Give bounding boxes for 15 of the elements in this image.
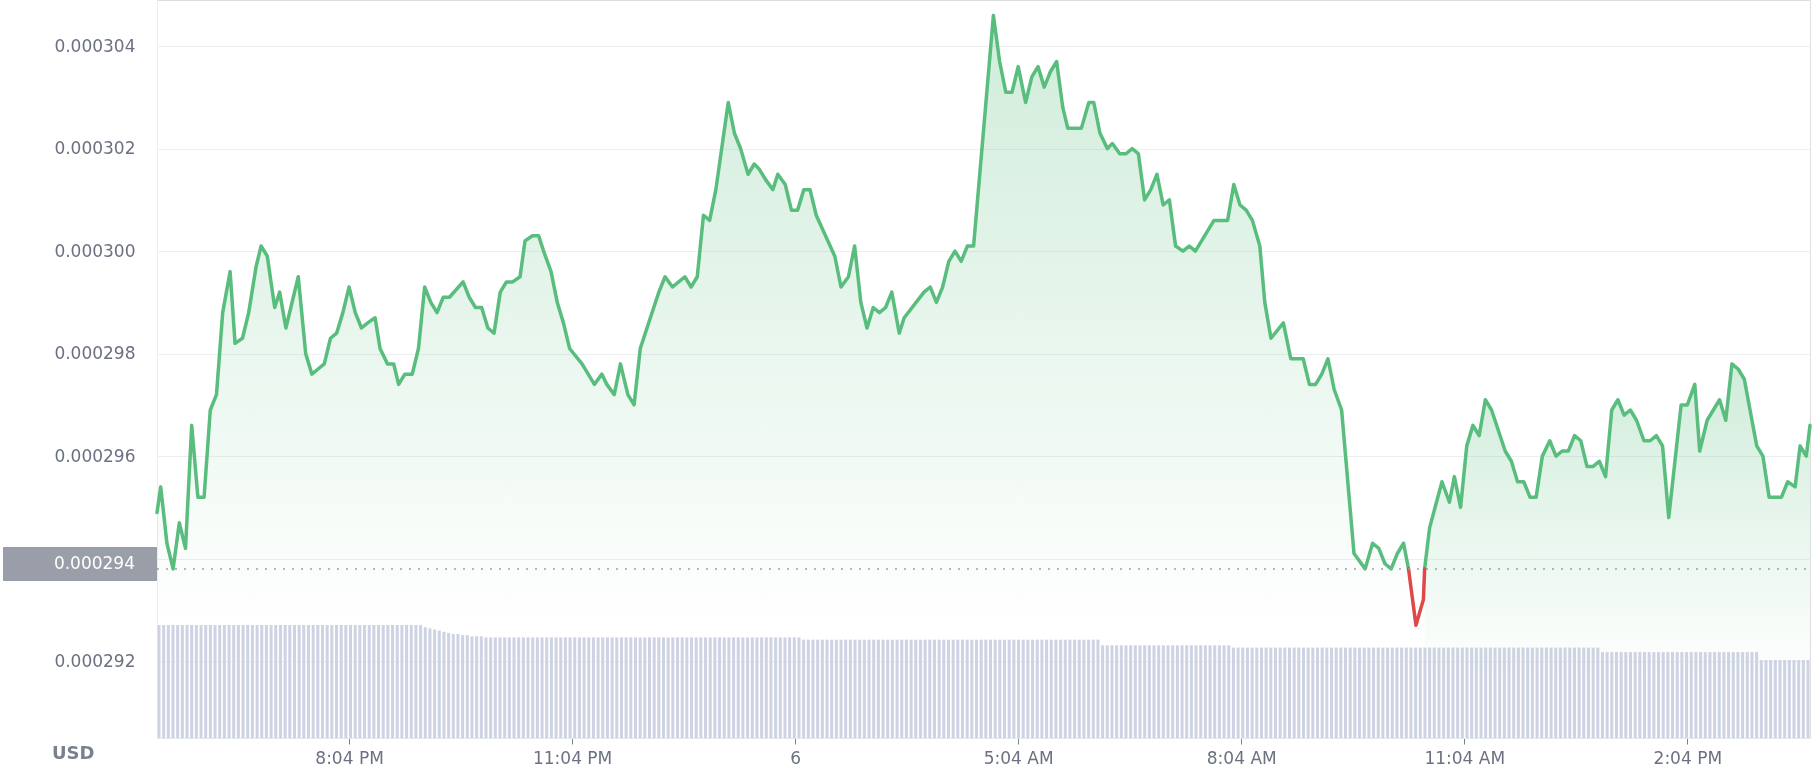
- y-tick-label: 0.000296: [54, 445, 136, 466]
- x-tick-label: 8:04 AM: [1206, 747, 1277, 768]
- x-tick-label: 6: [790, 747, 802, 768]
- x-tick-label: 5:04 AM: [983, 747, 1054, 768]
- x-tick-label: 8:04 PM: [315, 747, 384, 768]
- x-tick-label: 11:04 PM: [532, 747, 613, 768]
- ref-line-label: 0.000294: [53, 552, 135, 573]
- y-tick-label: 0.000304: [54, 35, 136, 56]
- y-tick-label: 0.000300: [54, 240, 136, 261]
- x-tick-label: 11:04 AM: [1424, 747, 1506, 768]
- x-tick-label: 2:04 PM: [1653, 747, 1723, 768]
- text: USD: [52, 742, 95, 763]
- y-tick-label: 0.000298: [54, 343, 136, 364]
- y-tick-label: 0.000302: [54, 138, 136, 159]
- y-tick-label: 0.000292: [54, 650, 136, 671]
